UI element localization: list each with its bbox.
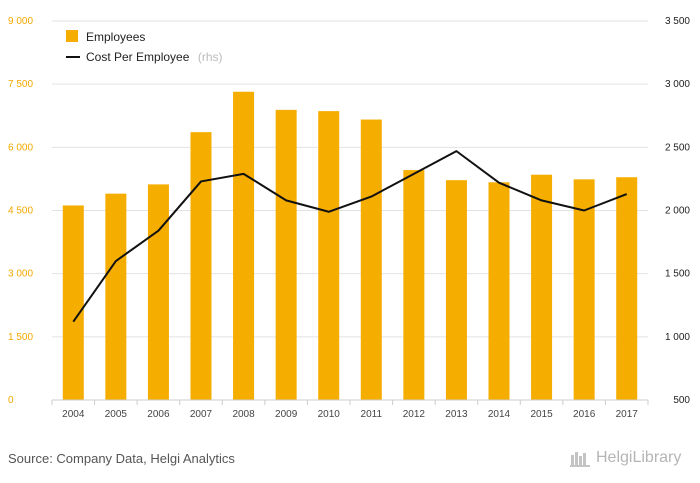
bar-employees-2007	[190, 132, 212, 400]
x-tick-label-2014: 2014	[488, 409, 511, 420]
x-tick-label-2013: 2013	[445, 409, 468, 420]
library-icon	[570, 452, 590, 467]
line-cost-per-employee	[72, 150, 628, 323]
right-tick-label: 1 000	[665, 332, 690, 343]
right-tick-label: 2 500	[665, 142, 690, 153]
right-tick-label: 3 000	[665, 79, 690, 90]
left-tick-label: 1 500	[8, 332, 33, 343]
right-tick-label: 500	[673, 395, 690, 406]
bar-employees-2016	[573, 179, 595, 400]
x-tick-label-2012: 2012	[403, 409, 426, 420]
legend-label-cost: Cost Per Employee (rhs)	[86, 48, 223, 65]
left-tick-label: 6 000	[8, 142, 33, 153]
x-tick-label-2009: 2009	[275, 409, 298, 420]
left-tick-label: 0	[8, 395, 14, 406]
x-tick-label-2004: 2004	[62, 409, 85, 420]
x-axis: 2004 2005 2006 2007 2008 2009 2010 2011 2012 2013…	[51, 399, 649, 420]
gridlines	[52, 20, 648, 338]
right-tick-label: 2 000	[665, 206, 690, 217]
legend-label-employees: Employees	[86, 30, 145, 44]
bar-employees-2017	[616, 177, 638, 400]
helgi-library-logo[interactable]: HelgiLibrary	[570, 449, 681, 467]
bar-employees-2014	[488, 182, 510, 400]
logo-text: HelgiLibrary	[596, 449, 682, 466]
x-tick-label-2008: 2008	[232, 409, 255, 420]
x-tick-label-2006: 2006	[147, 409, 170, 420]
left-tick-label: 7 500	[8, 79, 33, 90]
bar-employees-2004	[62, 205, 84, 400]
bar-employees-2008	[233, 91, 255, 400]
right-tick-label: 1 500	[665, 269, 690, 280]
bar-employees-2013	[445, 180, 467, 400]
bar-employees-2011	[360, 119, 382, 400]
right-tick-label: 3 500	[665, 16, 690, 27]
x-tick-label-2007: 2007	[190, 409, 213, 420]
bar-employees-2010	[318, 111, 340, 401]
source-note: Source: Company Data, Helgi Analytics	[8, 451, 235, 466]
bar-employees-2005	[105, 193, 127, 400]
combo-chart: 0 1 500 3 000 4 500 6 000 7 500 9 000 500 1 000…	[8, 16, 690, 420]
left-tick-label: 3 000	[8, 269, 33, 280]
left-axis-ticks: 0 1 500 3 000 4 500 6 000 7 500 9 000	[8, 16, 33, 406]
bar-employees-2015	[531, 174, 553, 400]
x-tick-label-2011: 2011	[361, 409, 383, 420]
x-tick-label-2015: 2015	[530, 409, 553, 420]
x-tick-label-2017: 2017	[616, 409, 639, 420]
right-axis-ticks: 500 1 000 1 500 2 000 2 500 3 000 3 500	[665, 16, 690, 406]
employees-bars	[62, 91, 638, 401]
bar-employees-2012	[403, 170, 425, 400]
legend: Employees Cost Per Employee (rhs)	[66, 30, 223, 65]
bar-employees-2009	[275, 109, 297, 401]
x-tick-label-2016: 2016	[573, 409, 596, 420]
x-tick-label-2010: 2010	[318, 409, 341, 420]
legend-bar-swatch	[66, 30, 78, 42]
cost-line-layer	[72, 150, 628, 323]
bar-employees-2006	[147, 184, 169, 400]
left-tick-label: 9 000	[8, 16, 33, 27]
x-tick-label-2005: 2005	[105, 409, 128, 420]
left-tick-label: 4 500	[8, 206, 33, 217]
